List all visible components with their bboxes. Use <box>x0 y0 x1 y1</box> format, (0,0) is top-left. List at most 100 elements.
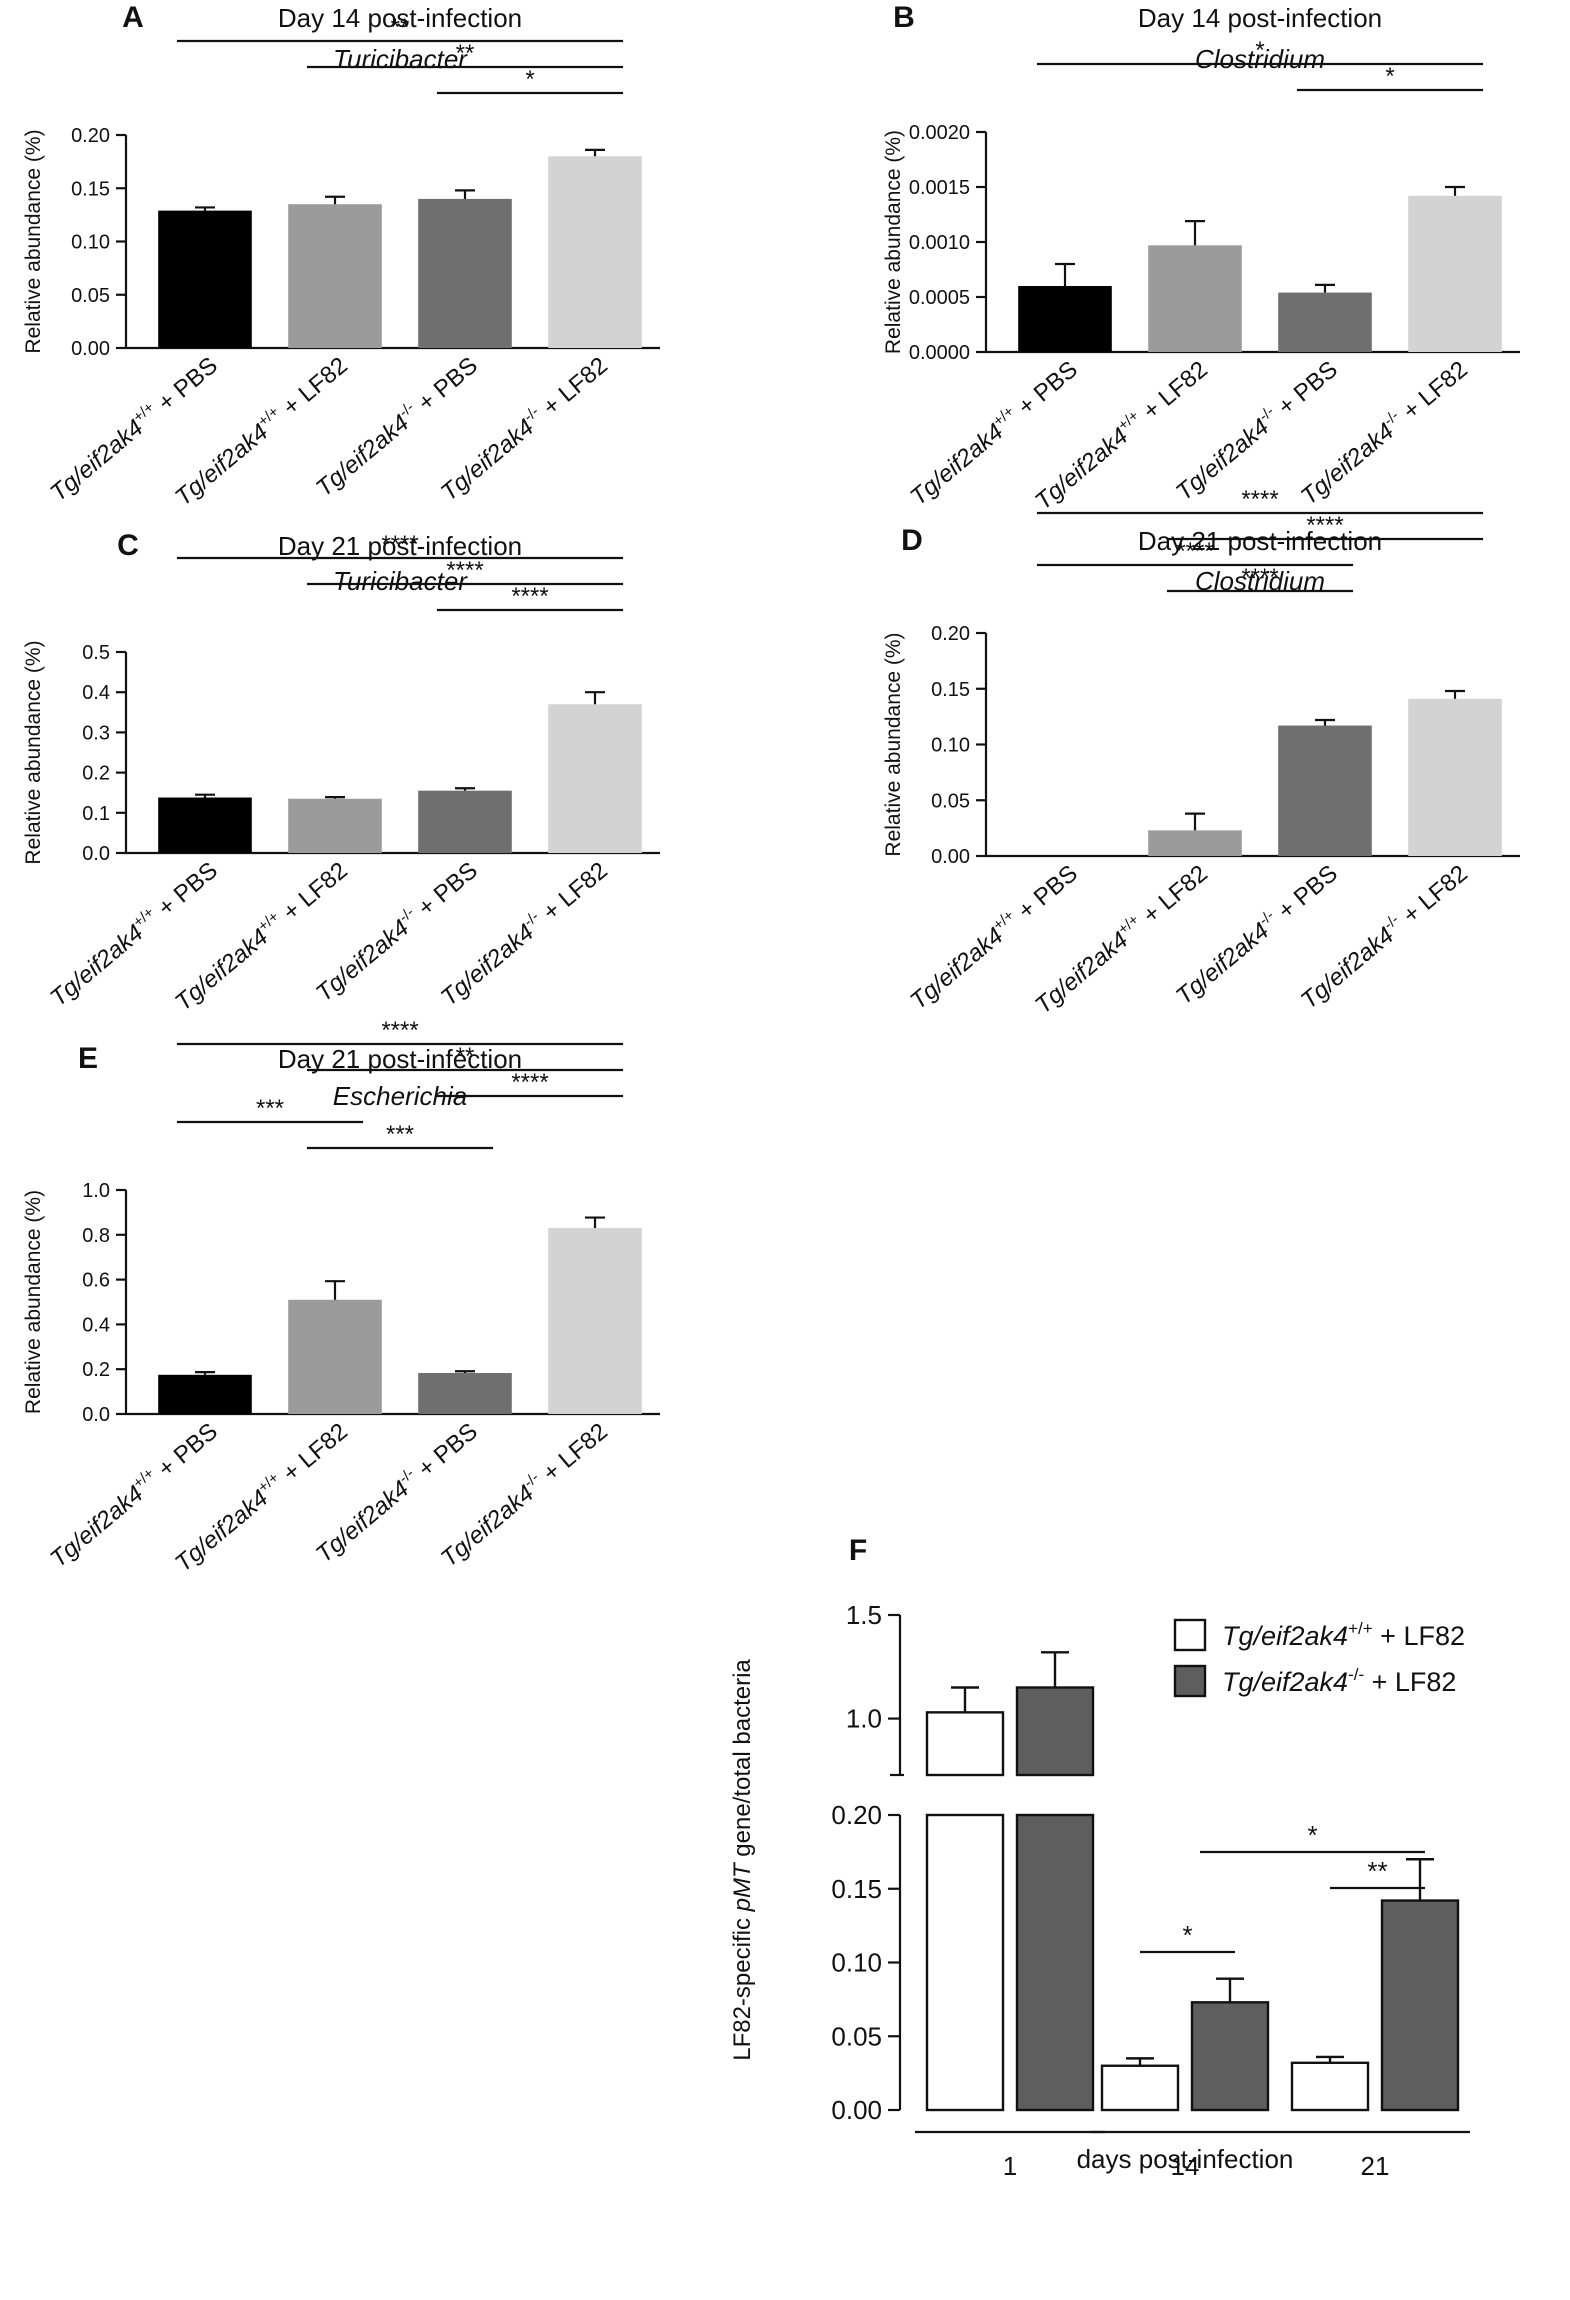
legend-genotype: Tg/eif2ak4 <box>1222 1621 1348 1651</box>
bar <box>418 1373 512 1414</box>
x-label-genotype: Tg/eif2ak4 <box>1296 922 1399 1015</box>
significance-label: ** <box>391 14 410 41</box>
panel-b: B Day 14 post-infection Clostridium 0.0000 0… <box>882 1 1520 515</box>
y-tick-label: 0.00 <box>831 2095 882 2125</box>
y-axis-label: LF82-specific pMT gene/total bacteria <box>729 1659 756 2061</box>
bar <box>288 1299 382 1414</box>
x-label-treatment: + LF82 <box>533 352 613 425</box>
bar <box>925 1813 1005 2112</box>
significance-label: **** <box>1241 564 1278 591</box>
y-tick-label: 0.2 <box>82 1359 110 1381</box>
x-label-genotype: Tg/eif2ak4 <box>1171 917 1274 1010</box>
bar <box>548 156 642 348</box>
y-label-part: LF82-specific <box>729 1911 756 2060</box>
bar <box>1148 830 1242 856</box>
x-label-genotype: Tg/eif2ak4 <box>905 922 1008 1015</box>
panel-a: A Day 14 post-infection Turicibacter 0.00 0.… <box>22 1 660 511</box>
panel-e: E Day 21 post-infectionEscherichia0.00.20… <box>22 1017 660 1577</box>
y-tick-label: 0.1 <box>82 803 110 825</box>
bar <box>158 797 252 853</box>
x-label-genotype: Tg/eif2ak4 <box>436 919 539 1012</box>
y-tick-label: 1.0 <box>846 1704 882 1734</box>
x-label-treatment: + LF82 <box>273 1418 353 1491</box>
y-tick-label: 0.0020 <box>909 122 970 144</box>
bar <box>288 204 382 348</box>
bar <box>548 704 642 853</box>
y-tick-label: 0.00 <box>931 846 970 868</box>
y-tick-label: 0.4 <box>82 682 110 704</box>
legend-treatment: + LF82 <box>1373 1621 1465 1651</box>
legend-swatch <box>1173 1664 1207 1698</box>
bar <box>158 210 252 348</box>
bar <box>1278 725 1372 856</box>
bar <box>1015 1813 1095 2112</box>
x-label-genotype: Tg/eif2ak4 <box>905 418 1008 511</box>
significance-label: ** <box>456 1043 475 1070</box>
x-label-treatment: + PBS <box>408 857 483 926</box>
y-tick-label: 0.20 <box>71 125 110 147</box>
y-tick-label: 0.5 <box>82 642 110 664</box>
y-tick-label: 0.0015 <box>909 177 970 199</box>
panel-letter: B <box>893 1 915 34</box>
y-tick-label: 0.05 <box>71 285 110 307</box>
x-tick-label: 14 <box>1171 2151 1200 2181</box>
significance-label: **** <box>511 1069 548 1096</box>
bar <box>1278 292 1372 352</box>
bar <box>1290 2061 1370 2112</box>
x-label-genotype: Tg/eif2ak4 <box>436 1480 539 1573</box>
y-tick-label: 0.00 <box>71 338 110 360</box>
y-tick-label: 0.0005 <box>909 287 970 309</box>
y-axis-label: Relative abundance (%) <box>22 1190 45 1414</box>
significance-label: ** <box>456 40 475 67</box>
bar <box>1380 1899 1460 2112</box>
y-tick-label: 0.15 <box>931 679 970 701</box>
x-label-genotype: Tg/eif2ak4 <box>311 409 414 502</box>
y-tick-label: 0.15 <box>831 1874 882 1904</box>
bar <box>1148 245 1242 352</box>
x-label-genotype: Tg/eif2ak4 <box>45 414 148 507</box>
y-axis-label: Relative abundance (%) <box>882 632 905 856</box>
chart-subtitle: Turicibacter <box>333 566 468 596</box>
y-tick-label: 0.0000 <box>909 342 970 364</box>
significance-label: * <box>1182 1920 1192 1950</box>
x-label-treatment: + LF82 <box>1393 860 1473 933</box>
x-axis-label: days post-infection <box>1077 2144 1294 2174</box>
significance-label: * <box>1385 63 1394 90</box>
panel-letter: E <box>78 1042 98 1075</box>
y-axis-label: Relative abundance (%) <box>22 640 45 864</box>
x-tick-label: 1 <box>1003 2151 1017 2181</box>
x-label-treatment: + LF82 <box>1133 860 1213 933</box>
significance-label: **** <box>381 1017 418 1044</box>
bar <box>158 1374 252 1414</box>
significance-label: **** <box>511 583 548 610</box>
panel-c: C Day 21 post-infection Turicibacter 0.0 0.1… <box>22 529 660 1016</box>
significance-label: **** <box>381 531 418 558</box>
significance-label: ** <box>1367 1856 1387 1886</box>
y-tick-label: 0.05 <box>831 2021 882 2051</box>
bar <box>1015 1686 1095 1777</box>
bar <box>1018 286 1112 352</box>
x-label-genotype: Tg/eif2ak4 <box>1030 423 1133 516</box>
bar <box>418 790 512 853</box>
x-label-genotype: Tg/eif2ak4 <box>311 1475 414 1568</box>
x-label-treatment: + PBS <box>148 352 223 421</box>
x-label-treatment: + LF82 <box>533 857 613 930</box>
significance-label: **** <box>1241 486 1278 513</box>
x-label-genotype: Tg/eif2ak4 <box>170 924 273 1017</box>
bar <box>1190 2001 1270 2112</box>
bar <box>288 798 382 853</box>
x-label-treatment: + PBS <box>1268 356 1343 425</box>
legend-superscript: +/+ <box>1348 1619 1373 1638</box>
panel-letter: C <box>117 529 139 562</box>
panel-f: F 0.00 0.05 0.10 0.15 0.20 1.0 1.5 LF82-specific… <box>729 1534 1470 2181</box>
x-label-genotype: Tg/eif2ak4 <box>436 414 539 507</box>
x-label-treatment: + PBS <box>1008 860 1083 929</box>
y-tick-label: 0.20 <box>931 623 970 645</box>
y-tick-label: 1.5 <box>846 1600 882 1630</box>
y-tick-label: 0.05 <box>931 790 970 812</box>
y-tick-label: 0.15 <box>71 178 110 200</box>
x-label-treatment: + LF82 <box>1393 356 1473 429</box>
x-label-genotype: Tg/eif2ak4 <box>1030 927 1133 1020</box>
y-tick-label: 0.4 <box>82 1314 110 1336</box>
x-label-treatment: + LF82 <box>1133 356 1213 429</box>
